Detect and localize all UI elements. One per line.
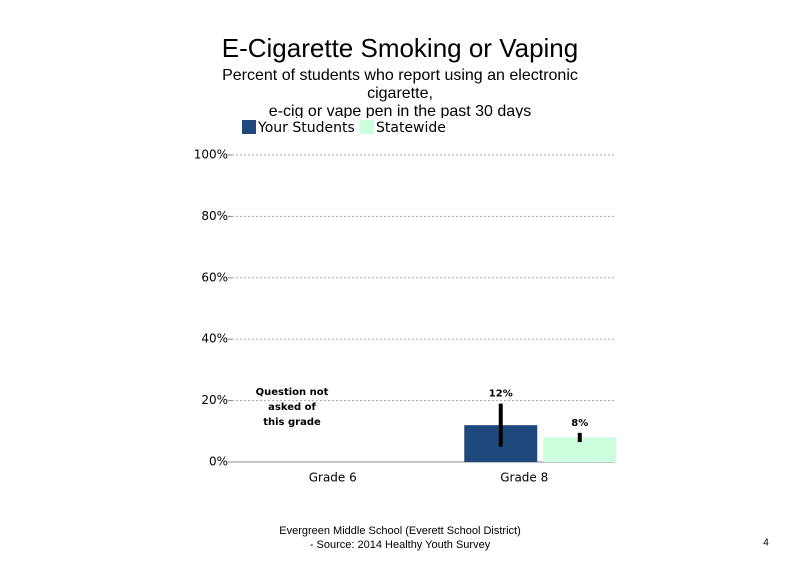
legend-label: Statewide [376, 120, 446, 136]
legend-label: Your Students [257, 120, 355, 136]
subtitle: e-cig or vape pen in the past 30 days [269, 103, 531, 120]
legend-swatch [242, 120, 256, 134]
value-label: 12% [489, 389, 513, 400]
value-label: 8% [571, 418, 588, 429]
legend-swatch [360, 120, 374, 134]
page-number: 4 [763, 538, 769, 549]
annotation: this grade [263, 417, 321, 428]
subtitle: cigarette, [367, 85, 433, 102]
annotation: asked of [268, 402, 316, 413]
chart-title: E-Cigarette Smoking or Vaping [222, 33, 578, 63]
y-tick-label: 0% [209, 455, 228, 469]
y-tick-label: 60% [201, 270, 228, 284]
x-tick-label: Grade 6 [309, 471, 357, 485]
y-tick-label: 100% [194, 148, 228, 162]
footer: - Source: 2014 Healthy Youth Survey [310, 539, 491, 551]
footer: Evergreen Middle School (Everett School … [279, 525, 520, 537]
y-tick-label: 40% [201, 332, 228, 346]
y-tick-label: 20% [201, 393, 228, 407]
x-tick-label: Grade 8 [500, 471, 548, 485]
header: E-Cigarette Smoking or Vaping Percent of… [222, 33, 578, 120]
subtitle: Percent of students who report using an … [222, 67, 578, 84]
y-tick-label: 80% [201, 209, 228, 223]
annotation: Question not [256, 387, 329, 398]
